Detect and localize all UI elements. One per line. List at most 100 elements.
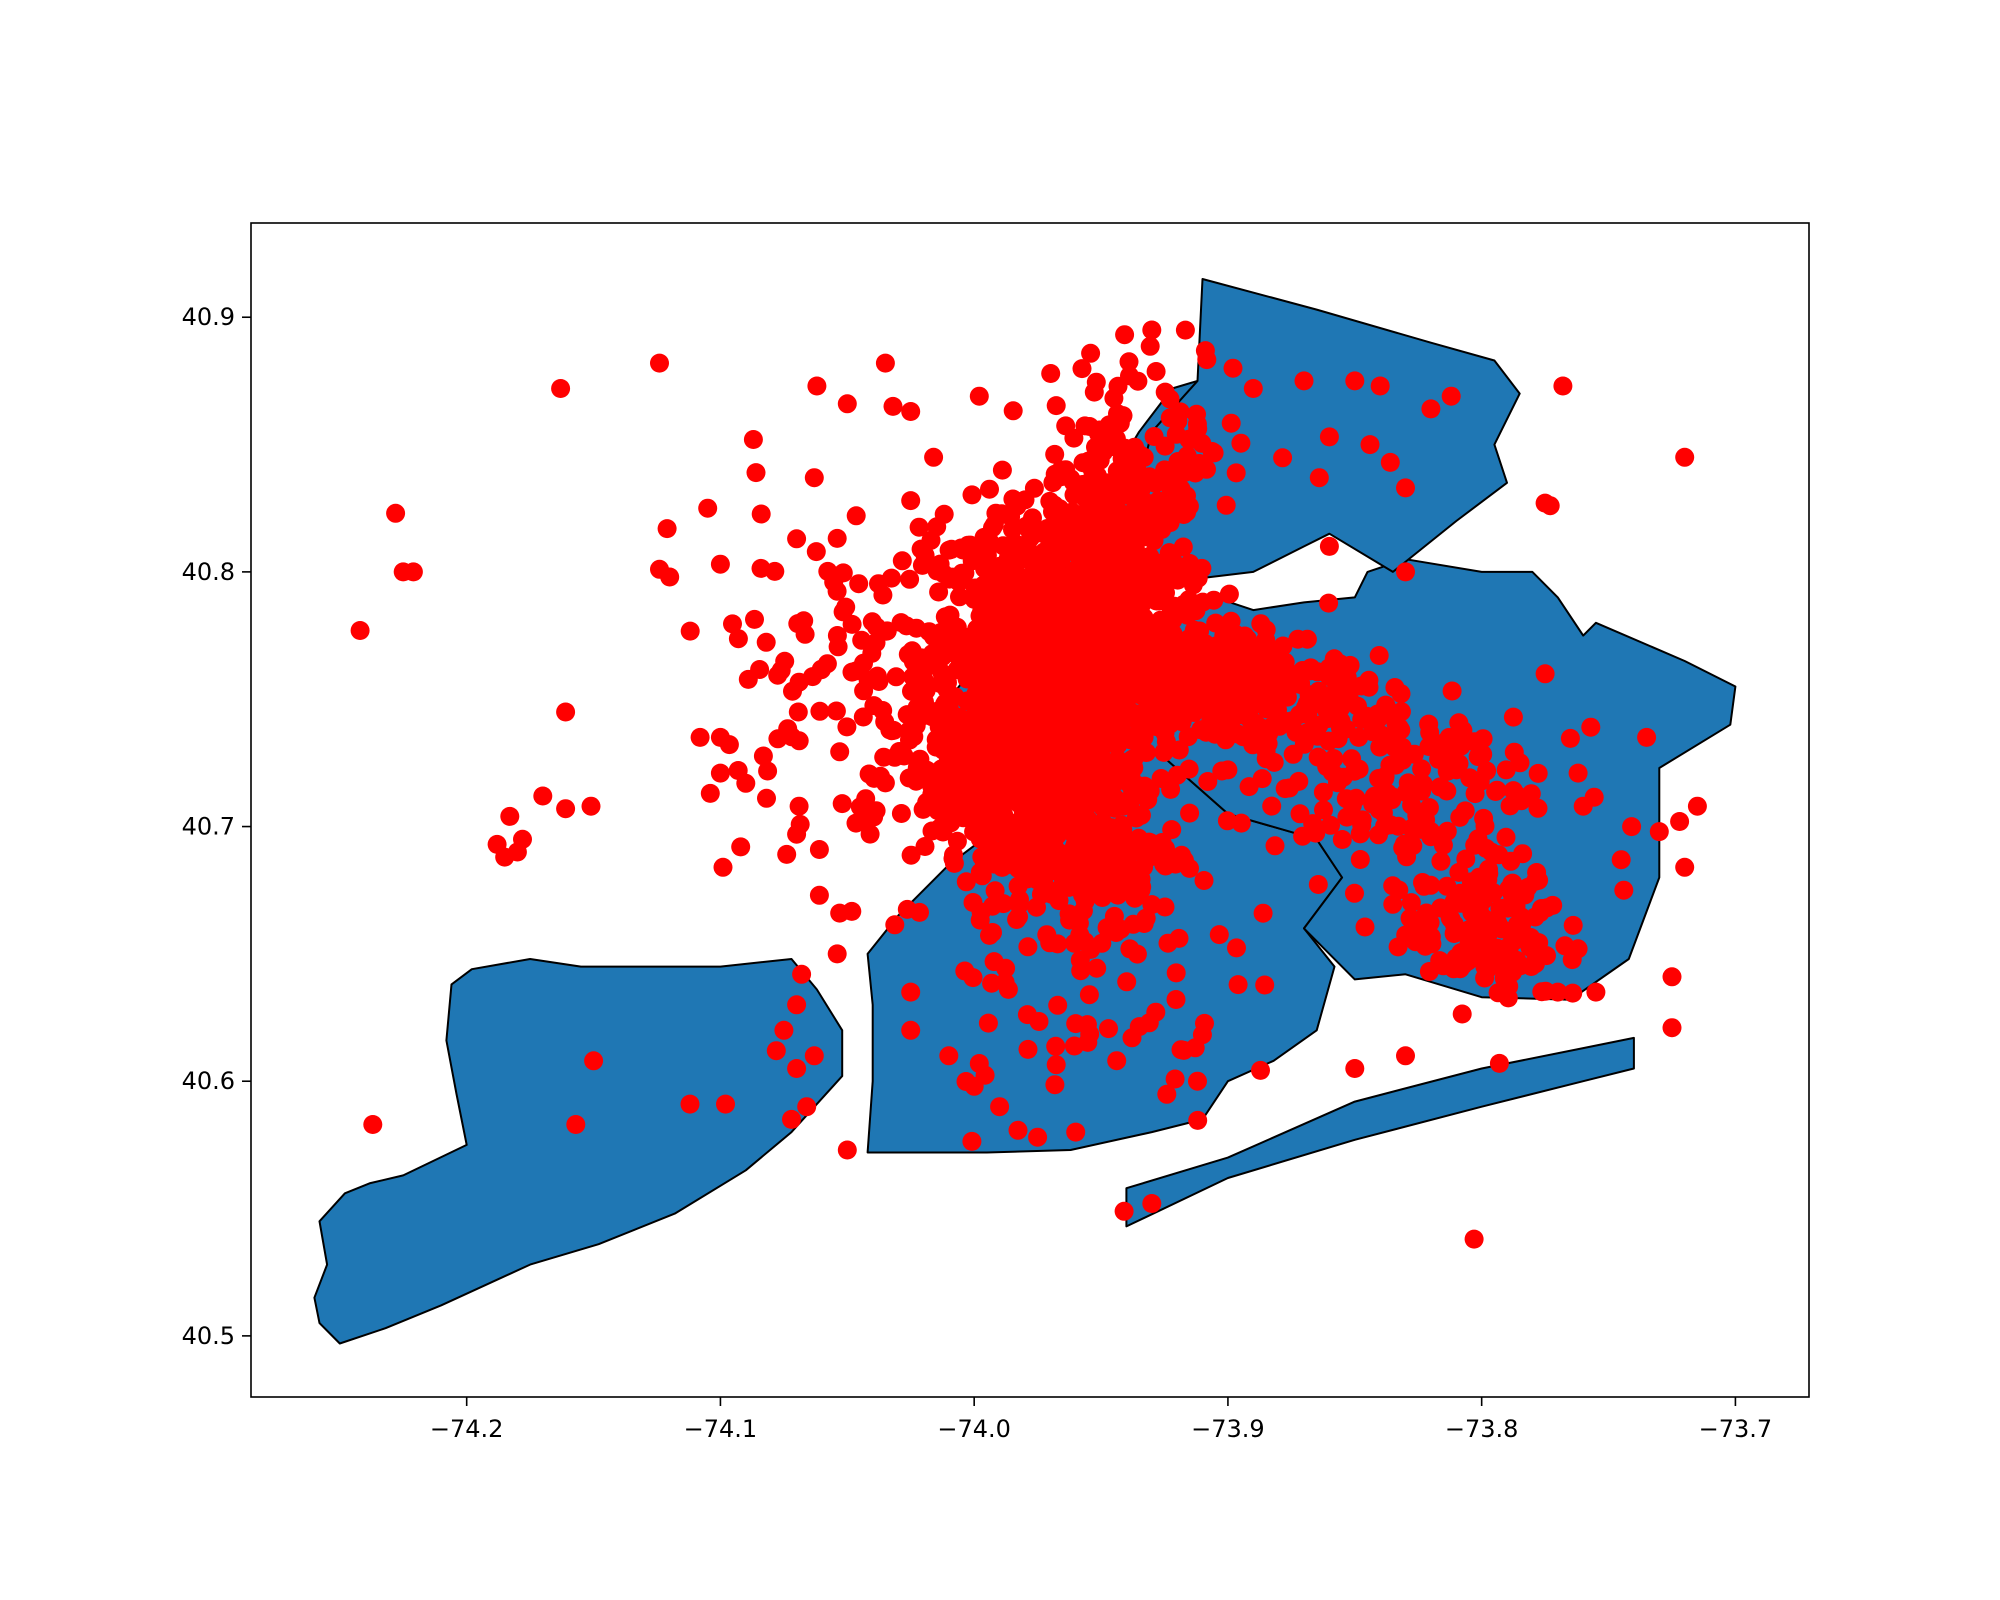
data-point: [959, 627, 979, 647]
data-point: [1156, 856, 1175, 876]
data-point: [947, 831, 967, 851]
data-point: [976, 808, 996, 828]
data-point: [1383, 876, 1403, 896]
data-point: [1088, 545, 1108, 565]
data-point: [1294, 734, 1314, 754]
data-point: [403, 562, 423, 582]
data-point: [1226, 463, 1246, 483]
data-point: [1116, 770, 1135, 790]
data-point: [1120, 793, 1140, 813]
data-point: [1038, 527, 1058, 547]
y-tick-label: 40.6: [182, 1067, 235, 1095]
data-point: [1568, 939, 1588, 959]
data-point: [1103, 667, 1123, 687]
data-point: [1359, 677, 1379, 697]
data-point: [774, 1020, 794, 1040]
data-point: [1437, 876, 1457, 896]
data-point: [766, 1041, 786, 1061]
data-point: [1046, 1055, 1066, 1075]
data-point: [1066, 833, 1085, 853]
data-point: [1115, 325, 1135, 345]
data-point: [1500, 796, 1520, 816]
data-point: [873, 585, 893, 605]
data-point: [1170, 645, 1190, 665]
data-point: [1177, 446, 1197, 466]
data-point: [1081, 622, 1101, 642]
data-point: [1091, 727, 1111, 747]
data-point: [745, 609, 764, 629]
data-point: [533, 786, 553, 806]
data-point: [1085, 654, 1105, 674]
data-point: [1003, 612, 1023, 632]
data-point: [1117, 698, 1137, 718]
data-point: [710, 727, 730, 747]
data-point: [1151, 660, 1171, 680]
data-point: [1125, 888, 1145, 908]
data-point: [1188, 1110, 1208, 1130]
data-point: [809, 885, 829, 905]
data-point: [1042, 734, 1062, 754]
data-point: [1477, 761, 1497, 781]
data-point: [566, 1115, 586, 1134]
data-point: [1115, 647, 1135, 666]
data-point: [787, 995, 807, 1015]
data-point: [1370, 376, 1390, 396]
data-point: [902, 681, 921, 701]
data-point: [1089, 424, 1108, 444]
data-point: [817, 654, 837, 674]
data-point: [1085, 858, 1105, 878]
data-point: [966, 708, 986, 728]
data-point: [1143, 689, 1163, 709]
data-point: [1421, 399, 1441, 419]
data-point: [1086, 372, 1106, 392]
x-tick-label: −73.8: [1445, 1415, 1519, 1443]
data-point: [830, 742, 850, 762]
data-point: [1016, 516, 1036, 536]
data-point: [875, 712, 895, 732]
data-point: [970, 752, 990, 772]
data-point: [842, 614, 862, 634]
data-point: [1528, 763, 1548, 783]
data-point: [1503, 781, 1523, 801]
y-tick-label: 40.5: [182, 1322, 235, 1350]
data-point: [1553, 376, 1573, 396]
data-point: [854, 681, 874, 701]
data-point: [1401, 893, 1421, 913]
data-point: [1228, 975, 1248, 995]
data-point: [1298, 704, 1318, 724]
data-point: [751, 504, 771, 524]
data-point: [984, 952, 1004, 972]
data-point: [1136, 743, 1156, 762]
data-point: [1064, 485, 1084, 505]
data-point: [897, 705, 917, 725]
data-point: [939, 1046, 959, 1066]
data-point: [1303, 814, 1323, 834]
data-point: [1061, 602, 1081, 622]
data-point: [1107, 755, 1127, 775]
data-point: [1219, 584, 1239, 604]
data-point: [900, 730, 919, 750]
data-point: [1526, 948, 1546, 968]
data-point: [736, 773, 756, 793]
data-point: [1008, 736, 1028, 756]
data-point: [983, 839, 1003, 859]
data-point: [1396, 1046, 1415, 1066]
y-tick-label: 40.7: [182, 813, 235, 841]
data-point: [1363, 722, 1383, 742]
data-point: [827, 528, 847, 548]
data-point: [1146, 362, 1166, 381]
data-point: [1345, 371, 1365, 391]
data-point: [897, 616, 916, 636]
data-point: [1513, 926, 1533, 945]
data-point: [1013, 590, 1033, 610]
data-point: [1165, 1069, 1185, 1089]
data-point: [1074, 878, 1094, 898]
data-point: [1192, 558, 1212, 578]
data-point: [1441, 386, 1461, 406]
data-point: [1442, 681, 1462, 701]
data-point: [1171, 479, 1191, 499]
data-point: [1297, 629, 1317, 649]
data-point: [1003, 489, 1023, 509]
data-point: [939, 540, 959, 560]
data-point: [1076, 817, 1096, 837]
